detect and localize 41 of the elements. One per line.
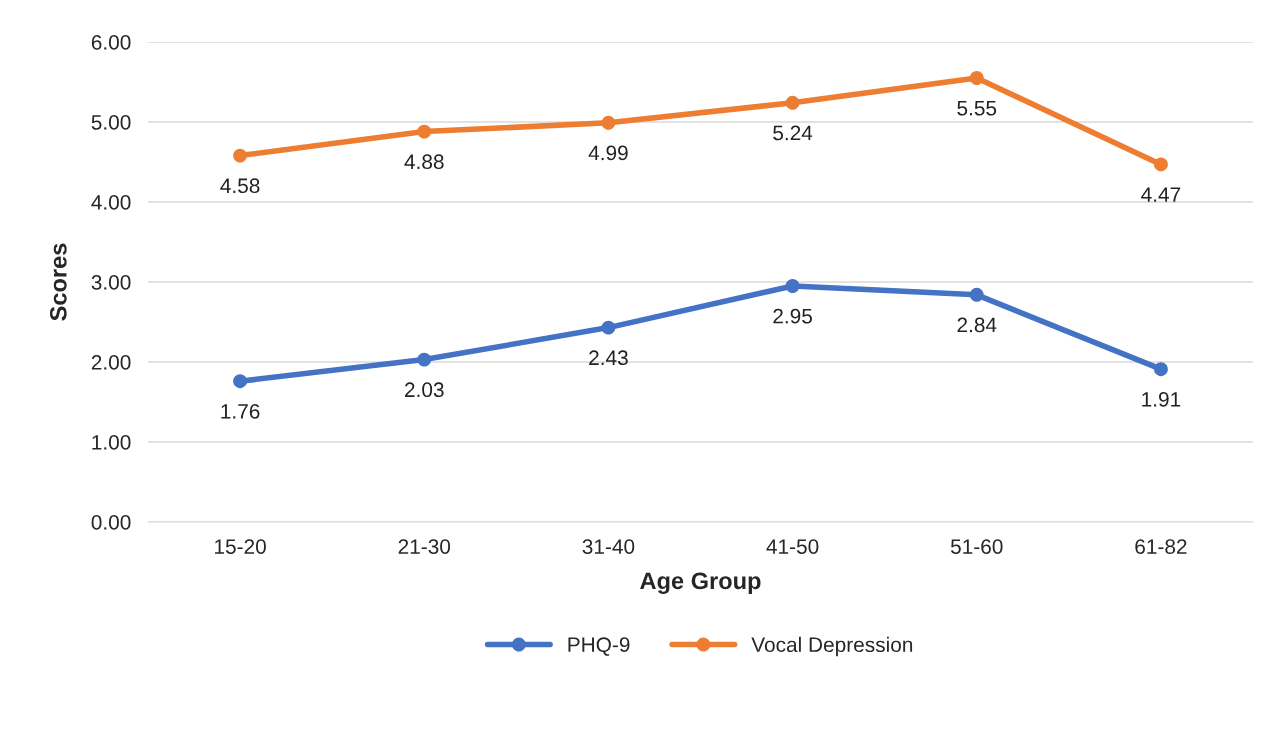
data-label: 1.76	[221, 403, 260, 419]
point	[785, 279, 800, 293]
x-tick-label: 61-82	[1135, 539, 1187, 554]
x-tick-label: 15-20	[215, 539, 266, 554]
point	[1153, 362, 1168, 377]
data-label: 2.43	[589, 350, 628, 366]
y-tick-label: 5.00	[91, 115, 131, 130]
x-tick-label: 21-30	[398, 539, 451, 554]
data-label: 2.95	[773, 308, 812, 324]
data-label: 4.88	[404, 154, 444, 170]
point	[969, 71, 984, 85]
data-label: 2.03	[405, 382, 444, 398]
y-tick-label: 0.00	[91, 515, 131, 530]
point	[969, 287, 984, 302]
x-tick-label: 51-60	[950, 539, 1003, 554]
point	[417, 352, 432, 367]
data-label: 4.58	[220, 178, 260, 194]
legend-label: Vocal Depression	[751, 636, 913, 657]
data-label: 5.55	[957, 100, 997, 116]
data-label: 4.99	[588, 145, 628, 161]
y-tick-label: 3.00	[91, 275, 131, 290]
y-tick-label: 4.00	[91, 195, 131, 210]
x-axis-title: Age Group	[640, 572, 761, 594]
point	[1153, 157, 1168, 172]
y-tick-label: 6.00	[91, 35, 131, 50]
legend-label: PHQ-9	[568, 637, 630, 656]
x-tick-label: 41-50	[766, 539, 819, 554]
point	[601, 320, 616, 335]
data-label: 5.24	[773, 125, 813, 141]
y-axis-title: Scores	[49, 243, 67, 321]
data-label: 1.91	[1142, 391, 1181, 407]
point	[233, 148, 248, 163]
data-label: 2.84	[957, 317, 997, 333]
data-label: 4.47	[1141, 187, 1181, 202]
y-tick-label: 2.00	[91, 355, 131, 370]
point	[233, 374, 248, 389]
point	[601, 115, 616, 130]
x-tick-label: 31-40	[582, 539, 635, 554]
y-tick-label: 1.00	[92, 435, 131, 450]
point	[417, 124, 432, 139]
point	[785, 95, 800, 110]
